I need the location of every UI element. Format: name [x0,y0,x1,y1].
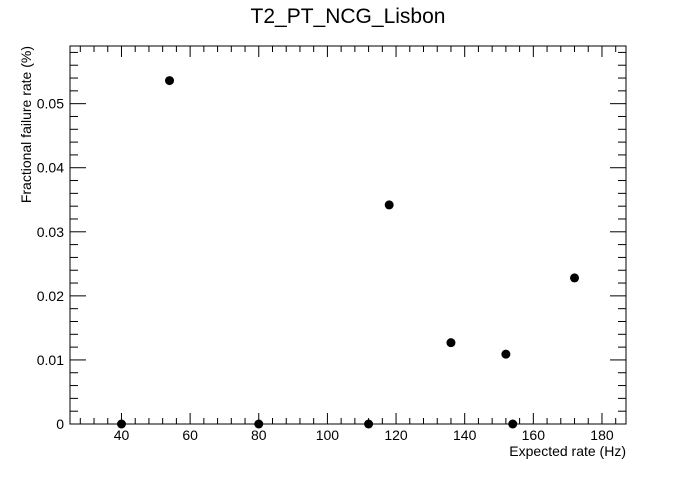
chart-title: T2_PT_NCG_Lisbon [251,5,446,28]
x-tick-label: 100 [316,427,340,443]
x-tick-label: 120 [384,427,408,443]
x-tick-label: 80 [251,427,267,443]
x-axis-label: Expected rate (Hz) [509,443,626,459]
x-tick-label: 180 [590,427,614,443]
x-tick-label: 60 [182,427,198,443]
plot-frame [69,45,627,425]
data-point [501,349,511,359]
y-tick-label: 0.02 [37,288,64,304]
data-points [116,76,580,429]
data-point [508,419,518,429]
data-point [384,200,394,210]
data-point [446,338,456,348]
x-tick-label: 140 [453,427,477,443]
data-point [570,273,580,283]
y-tick-label: 0.05 [37,96,64,112]
y-axis: 0 0.01 0.02 0.03 0.04 0.05 [37,51,626,432]
y-tick-label: 0 [56,416,64,432]
data-point [364,419,374,429]
data-point [165,76,175,86]
x-axis: 40 60 80 100 120 140 160 180 [79,46,617,443]
data-point [254,419,264,429]
y-tick-label: 0.04 [37,160,64,176]
y-tick-label: 0.01 [37,352,64,368]
x-tick-label: 40 [114,427,130,443]
x-tick-label: 160 [522,427,546,443]
data-point [116,419,126,429]
y-tick-label: 0.03 [37,224,64,240]
y-axis-label: Fractional failure rate (%) [18,46,34,203]
